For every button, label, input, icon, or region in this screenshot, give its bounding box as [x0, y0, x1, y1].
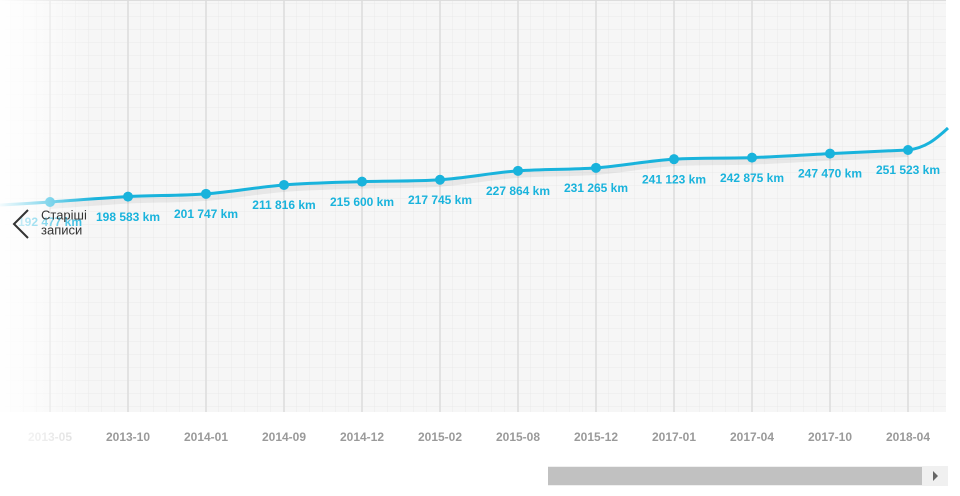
scrollbar-thumb[interactable] [548, 467, 922, 485]
x-tick-label: 2017-04 [730, 430, 774, 444]
point [435, 174, 445, 185]
x-tick-label: 2015-08 [496, 430, 540, 444]
value-label: 201 747 km [174, 207, 238, 221]
value-label: 241 123 km [642, 172, 706, 186]
point [513, 165, 523, 176]
x-tick-label: 2013-10 [106, 430, 150, 444]
point [279, 179, 289, 190]
value-label: 215 600 km [330, 195, 394, 209]
point [825, 148, 835, 159]
value-label: 242 875 km [720, 171, 784, 185]
left-fade [0, 0, 95, 460]
point [591, 162, 601, 173]
value-label: 247 470 km [798, 167, 862, 181]
value-label: 198 583 km [96, 210, 160, 224]
x-tick-label: 2015-12 [574, 430, 618, 444]
x-tick-label: 2017-01 [652, 430, 696, 444]
value-label: 217 745 km [408, 193, 472, 207]
value-label: 211 816 km [252, 198, 315, 212]
minor-grid [0, 0, 946, 412]
point [669, 154, 679, 165]
x-tick-label: 2014-09 [262, 430, 306, 444]
x-tick-label: 2017-10 [808, 430, 852, 444]
line-shadow [49, 151, 909, 209]
back-button[interactable]: Старіші записи [12, 207, 87, 239]
scroll-right[interactable] [933, 471, 938, 481]
x-tick-label: 2015-02 [418, 430, 462, 444]
back-label[interactable]: Старіші [41, 207, 87, 222]
back-label[interactable]: записи [41, 222, 82, 237]
x-tick-label: 2018-04 [886, 430, 930, 444]
x-tick-label: 2014-01 [184, 430, 228, 444]
value-label: 227 864 km [486, 184, 550, 198]
line [49, 148, 909, 204]
x-tick-label: 2014-12 [340, 430, 384, 444]
value-label: 251 523 km [876, 163, 940, 177]
value-label: 231 265 km [564, 181, 628, 195]
point [903, 145, 913, 155]
point [357, 176, 367, 187]
point [201, 188, 211, 199]
point [123, 191, 133, 202]
back-arrow[interactable] [12, 209, 29, 239]
point [747, 152, 757, 163]
